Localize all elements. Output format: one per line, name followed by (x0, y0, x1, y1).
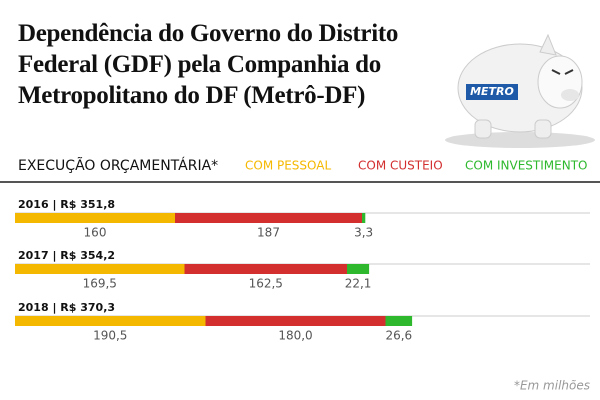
value-label: 169,5 (83, 277, 117, 291)
category-label: 2017 | R$ 354,2 (18, 249, 115, 262)
chart-title: Dependência do Governo do Distrito Feder… (18, 20, 399, 109)
bar-segment (15, 316, 206, 326)
legend-entry: COM CUSTEIO (358, 159, 443, 173)
note: *Em milhões (514, 379, 590, 393)
subtitle: EXECUÇÃO ORÇAMENTÁRIA* (18, 157, 218, 174)
value-label: 180,0 (278, 329, 312, 343)
value-label: 187 (257, 226, 280, 240)
value-label: 160 (84, 226, 107, 240)
bar-segment (385, 316, 413, 326)
value-label: 190,5 (93, 329, 127, 343)
bar-segment (184, 264, 347, 274)
value-label: 26,6 (385, 329, 412, 343)
bar-segment (15, 264, 185, 274)
category-label: 2018 | R$ 370,3 (18, 301, 115, 314)
value-label: 162,5 (249, 277, 283, 291)
value-label: 3,3 (354, 226, 373, 240)
legend-entry: COM PESSOAL (245, 159, 331, 173)
logo-text: METRO (470, 85, 514, 98)
value-label: 22,1 (345, 277, 372, 291)
bar-segment (362, 213, 366, 223)
bar-segment (205, 316, 386, 326)
bar-segment (347, 264, 370, 274)
category-label: 2016 | R$ 351,8 (18, 198, 115, 211)
bar-segment (15, 213, 175, 223)
piggy-bank: METRO (445, 33, 595, 148)
bar-segment (175, 213, 362, 223)
legend-entry: COM INVESTIMENTO (465, 159, 587, 173)
